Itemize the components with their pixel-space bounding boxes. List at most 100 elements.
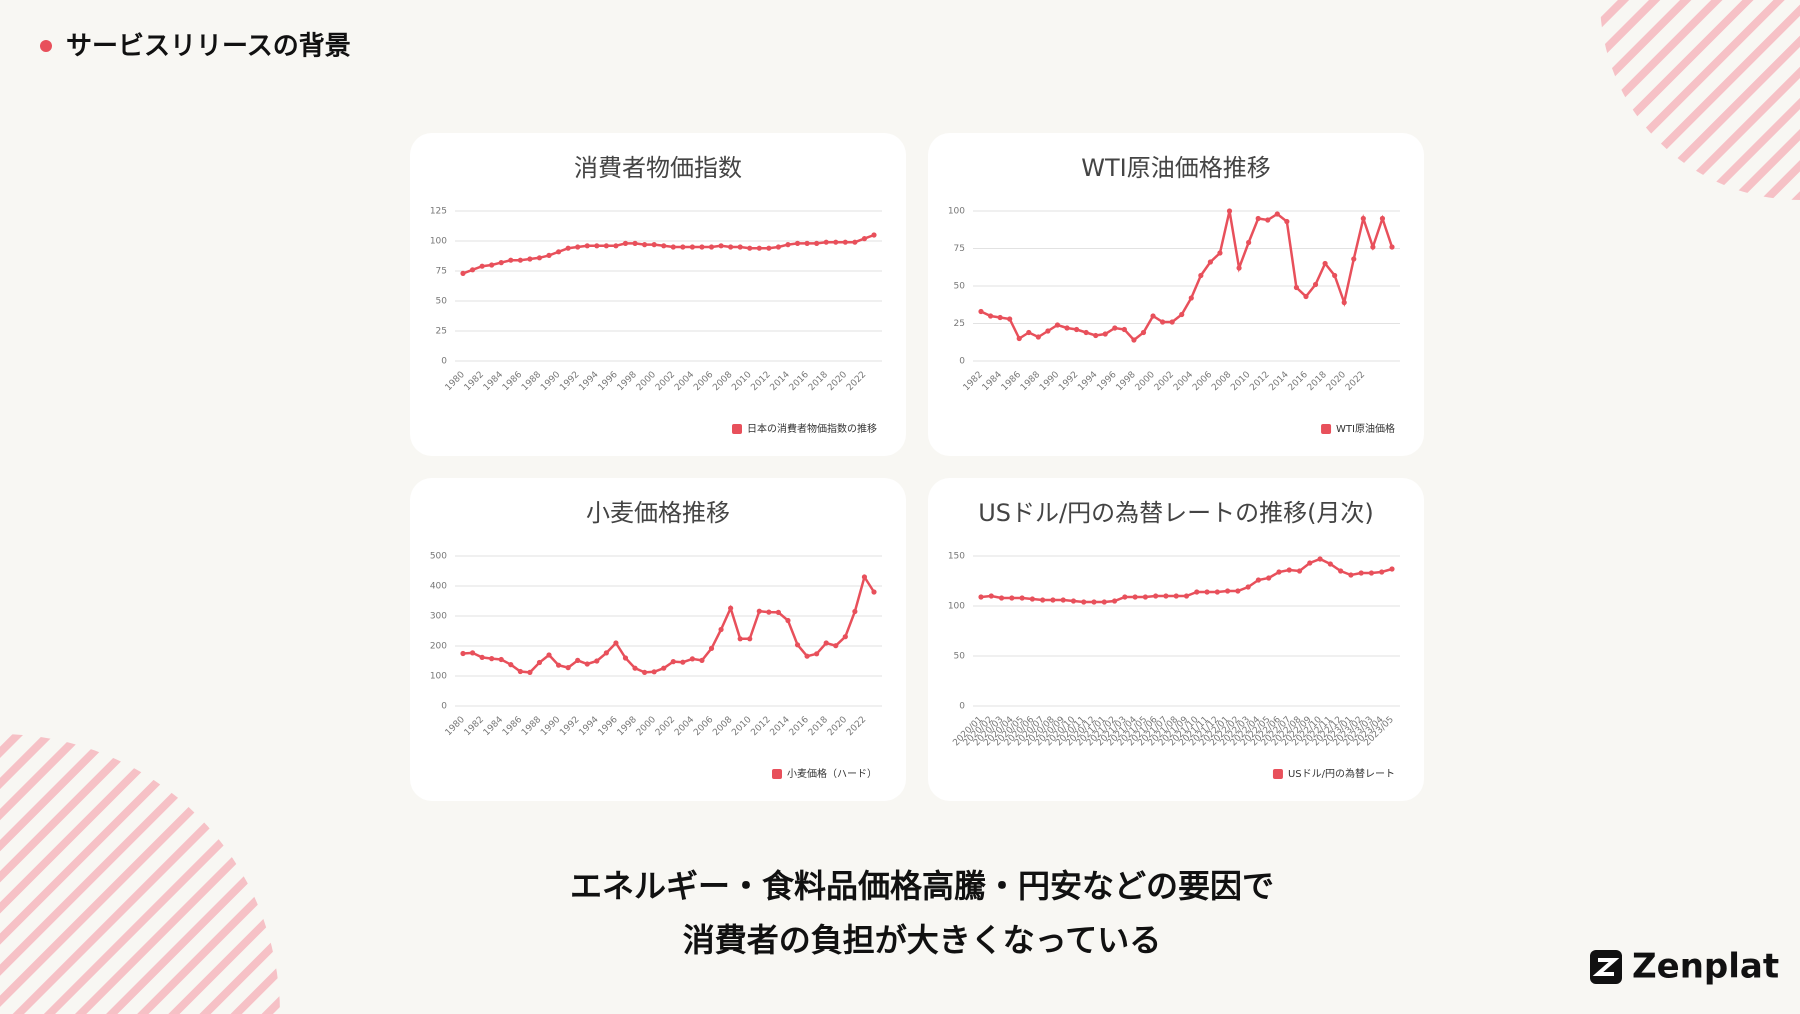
point (498, 656, 504, 663)
point (718, 243, 724, 249)
point (1073, 326, 1080, 333)
point (527, 669, 533, 676)
point (1064, 325, 1070, 331)
point (1379, 215, 1386, 222)
point (1225, 588, 1231, 594)
point (871, 232, 877, 238)
point (1351, 256, 1357, 262)
point (1226, 208, 1233, 214)
point (1214, 589, 1220, 595)
chart-card (928, 133, 1424, 456)
point (689, 244, 695, 250)
point (1081, 599, 1087, 605)
point (871, 589, 877, 595)
point (823, 239, 829, 245)
point (1217, 250, 1223, 256)
legend-label: 日本の消費者物価指数の推移 (747, 422, 877, 435)
point (1293, 284, 1300, 291)
point (756, 608, 762, 614)
logo-icon (1592, 958, 1620, 976)
chart-card (928, 478, 1424, 801)
point (785, 617, 791, 624)
message: エネルギー・食料品価格高騰・円安などの要因で (570, 867, 1274, 905)
point (536, 659, 543, 666)
point (1070, 598, 1077, 604)
point (1255, 215, 1261, 222)
point (632, 240, 638, 246)
point (1348, 572, 1354, 578)
point (479, 654, 485, 661)
point (1379, 569, 1385, 575)
point (1274, 211, 1280, 217)
point (546, 652, 552, 658)
point (613, 640, 619, 646)
y-tick-label: 25 (954, 319, 965, 329)
point (978, 308, 984, 315)
point (594, 243, 600, 249)
y-tick-label: 300 (430, 612, 447, 622)
point (1194, 589, 1200, 595)
point (1312, 281, 1319, 288)
point (1160, 319, 1166, 325)
y-tick-label: 0 (441, 702, 447, 712)
point (1131, 337, 1137, 343)
y-tick-label: 400 (430, 582, 447, 592)
point (1054, 322, 1061, 328)
point (584, 661, 590, 667)
point (1286, 567, 1292, 573)
point (1284, 218, 1290, 225)
point (1303, 293, 1309, 300)
point (1389, 566, 1395, 572)
chart-title: 消費者物価指数 (574, 154, 742, 182)
point (670, 244, 676, 250)
point (622, 655, 629, 661)
point (1140, 329, 1147, 336)
point (804, 240, 810, 246)
point (814, 240, 820, 246)
chart-title: 小麦価格推移 (586, 499, 730, 527)
point (1255, 577, 1262, 583)
point (842, 239, 848, 245)
point (1040, 597, 1046, 603)
point (460, 270, 466, 276)
logo-text: Zenplat (1632, 947, 1779, 987)
point (988, 593, 994, 599)
header-title: サービスリリースの背景 (66, 32, 351, 62)
point (1101, 599, 1107, 605)
point (622, 240, 629, 246)
y-tick-label: 500 (430, 552, 447, 562)
point (794, 642, 801, 648)
point (1121, 326, 1127, 333)
point (1338, 568, 1344, 574)
point (527, 256, 533, 262)
point (651, 242, 657, 248)
point (1246, 239, 1252, 246)
y-tick-label: 50 (436, 297, 448, 307)
point (1093, 332, 1099, 339)
point (699, 657, 705, 664)
y-tick-label: 0 (959, 357, 965, 367)
point (1169, 319, 1175, 325)
point (766, 245, 772, 251)
y-tick-label: 50 (954, 652, 966, 662)
point (1368, 570, 1375, 576)
point (737, 244, 743, 250)
point (661, 665, 667, 671)
y-tick-label: 100 (948, 207, 965, 217)
legend-swatch (1272, 769, 1283, 779)
point (479, 263, 485, 269)
point (852, 239, 858, 245)
point (1060, 597, 1066, 603)
y-tick-label: 75 (436, 267, 447, 277)
point (517, 257, 523, 263)
point (1235, 588, 1241, 594)
point (1045, 328, 1051, 334)
point (1179, 311, 1185, 318)
point (1236, 265, 1242, 271)
point (1358, 570, 1364, 576)
point (1360, 215, 1366, 222)
point (1111, 598, 1118, 604)
chart-title: USドル/円の為替レートの推移(月次) (978, 499, 1374, 527)
point (680, 244, 686, 250)
decoration (1600, 0, 1800, 200)
